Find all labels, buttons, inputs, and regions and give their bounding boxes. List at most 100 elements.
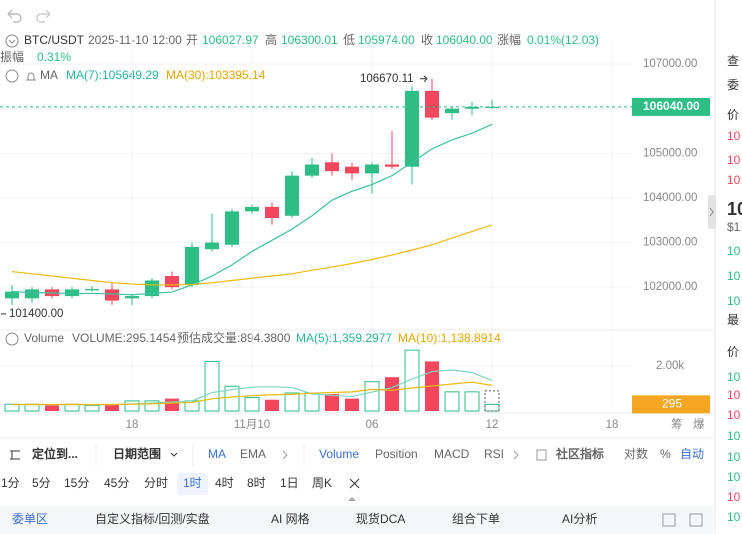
panel-handle[interactable] (708, 195, 716, 229)
indicator[interactable]: MACD (434, 447, 470, 461)
interval[interactable]: 周K (312, 476, 332, 490)
value: 106027.97 (202, 33, 259, 47)
interval[interactable]: 分时 (144, 476, 168, 490)
panel-text: 10 (727, 244, 741, 258)
community-icon (536, 449, 547, 461)
chevron (513, 450, 519, 460)
candle-body (465, 106, 479, 109)
log-toggle[interactable]: 对数 (624, 446, 648, 461)
candle-body (125, 296, 139, 299)
low-label: 101400.00 (9, 308, 63, 320)
tab[interactable]: AI 网格 (271, 511, 310, 526)
x-tick-label: 18 (606, 419, 619, 431)
ma30-line (11, 224, 493, 286)
volume-bar (244, 396, 260, 412)
axis-tool[interactable]: 爆 (693, 417, 705, 431)
indicator[interactable]: EMA (240, 447, 266, 461)
candle-body (445, 108, 459, 114)
time: 2025-11-10 12:00 (88, 33, 182, 47)
percent-toggle[interactable]: % (660, 447, 671, 461)
interval[interactable]: 1时 (183, 476, 202, 490)
candle-body (285, 175, 299, 216)
indicator[interactable]: MA (208, 447, 226, 461)
label: 低 (343, 33, 355, 47)
y-tick-label: 2.00k (656, 360, 684, 372)
expand-icon[interactable] (348, 497, 356, 501)
interval[interactable]: 4时 (215, 476, 234, 490)
locate-button[interactable]: 定位到... (32, 446, 78, 461)
panel-text: 查 (727, 54, 739, 68)
panel-text: 10 (727, 470, 741, 484)
panel-text: 10 (727, 408, 741, 422)
x-tick-label: 06 (366, 419, 379, 431)
volume-bar (84, 404, 100, 412)
interval[interactable]: 15分 (64, 476, 89, 490)
value: 105974.00 (358, 33, 415, 47)
icon[interactable] (662, 513, 676, 527)
tab[interactable]: AI分析 (562, 512, 597, 526)
candle-body (345, 166, 359, 174)
candle-body (65, 289, 79, 297)
volume-bar (304, 392, 320, 412)
indicator[interactable]: RSI (484, 447, 504, 461)
collapse-icon[interactable] (5, 69, 19, 83)
value: 106300.01 (281, 33, 338, 47)
tab[interactable]: 自定义指标/回测/实盘 (95, 511, 210, 526)
collapse-icon[interactable] (5, 332, 19, 346)
selected-bg (177, 473, 208, 495)
panel-text: 10 (727, 490, 741, 504)
tab-bar (0, 506, 713, 534)
interval[interactable]: 5分 (32, 476, 51, 490)
candle-body (185, 247, 199, 285)
axis-tool[interactable]: 筹 (671, 417, 683, 431)
y-tick-label: 104000.00 (643, 192, 697, 204)
vol-value: VOLUME:295.1454 (72, 331, 176, 345)
price-tag-label: 106040.00 (643, 99, 700, 113)
volume-bar (265, 399, 279, 411)
tab[interactable]: 组合下单 (452, 511, 500, 526)
auto-toggle[interactable]: 自动 (680, 447, 704, 461)
volume-bar (484, 403, 500, 412)
close-icon[interactable] (349, 478, 360, 489)
undo-icon[interactable] (7, 9, 22, 23)
icon[interactable] (689, 513, 703, 527)
y-tick-label: 105000.00 (643, 147, 697, 159)
interval[interactable]: 1分 (1, 476, 20, 490)
value: 0.31% (37, 50, 71, 64)
candle-body (165, 276, 179, 288)
panel-text: $1 (727, 220, 741, 234)
high-label: 106670.11 (360, 73, 414, 85)
x-tick-label: 12 (486, 419, 499, 431)
volume-bar (64, 403, 80, 412)
indicator[interactable]: Position (375, 447, 418, 461)
value: 106040.00 (436, 33, 493, 47)
label: 振幅 (0, 49, 24, 64)
tab[interactable]: 委单区 (12, 512, 48, 526)
panel-text: 价 (727, 345, 739, 359)
tab[interactable]: 现货DCA (356, 511, 405, 526)
pair: BTC/USDT (24, 33, 85, 47)
collapse-icon[interactable] (5, 34, 19, 48)
panel-text: 10 (727, 370, 741, 384)
interval[interactable]: 45分 (104, 476, 129, 490)
range-button[interactable]: 日期范围 (113, 446, 161, 461)
redo-icon[interactable] (36, 9, 51, 23)
y-tick-label: 102000.00 (643, 281, 697, 293)
label: 涨幅 (497, 32, 521, 47)
interval[interactable]: 1日 (280, 476, 299, 490)
indicator[interactable]: Volume (319, 447, 359, 461)
volume-bar (464, 391, 480, 412)
candle-body (325, 162, 339, 172)
volume-bar (364, 381, 380, 412)
vol-ma5: MA(5):1,359.2977 (296, 331, 392, 345)
candle-body (425, 90, 439, 118)
community-button[interactable]: 社区指标 (555, 446, 604, 461)
interval[interactable]: 8时 (247, 476, 266, 490)
panel-text: 10 (727, 129, 741, 143)
x-tick-label: 18 (126, 419, 139, 431)
vol-ma10-line (12, 381, 493, 406)
chevron (8, 39, 16, 44)
candle-body (25, 289, 39, 299)
bell-icon[interactable] (26, 72, 36, 81)
